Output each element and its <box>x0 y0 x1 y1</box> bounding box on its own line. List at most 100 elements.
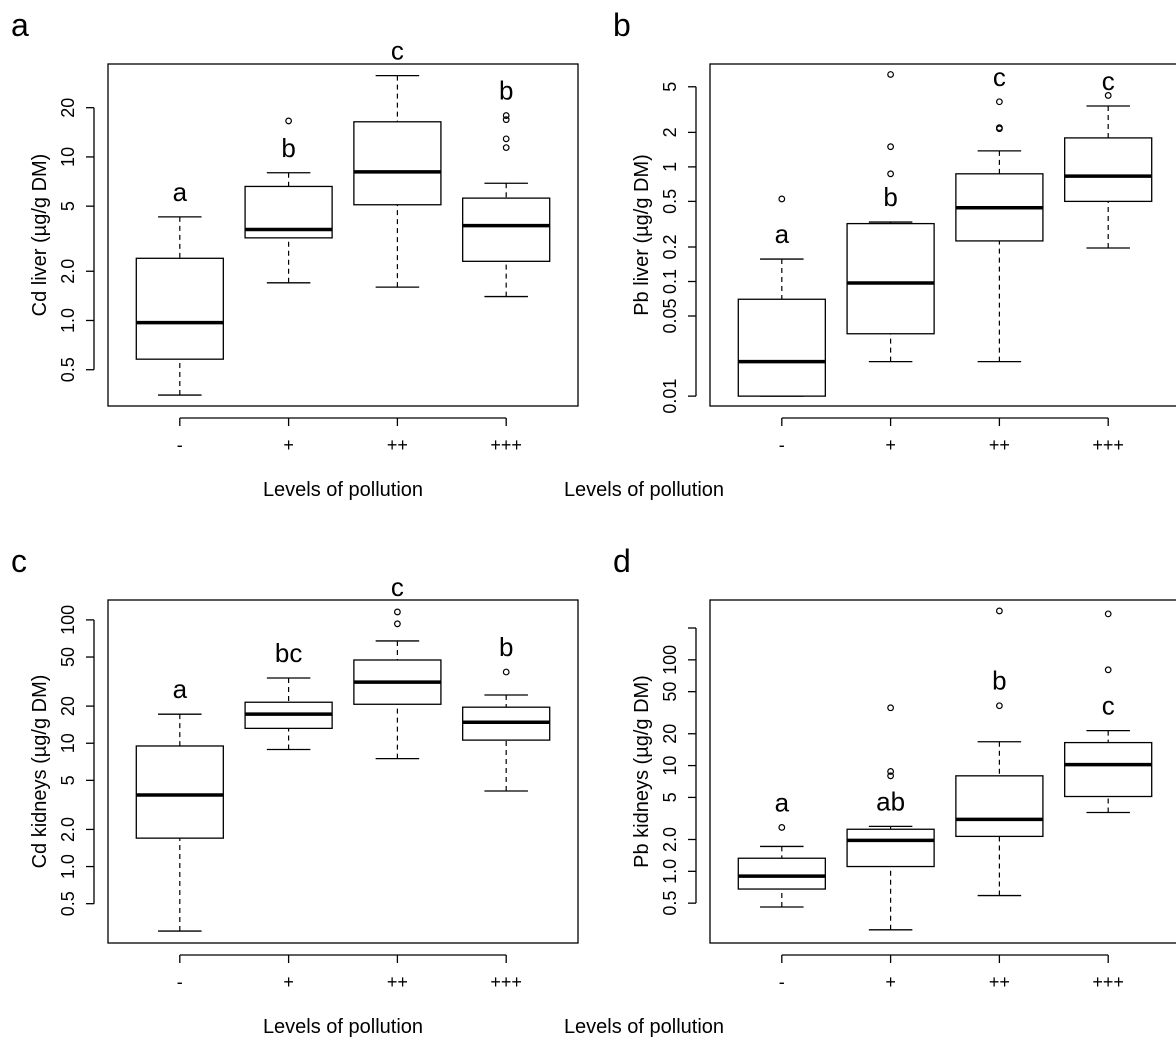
plot-frame <box>709 599 1176 944</box>
x-tick-label: - <box>177 435 183 455</box>
y-tick-label: 0.5 <box>660 189 680 214</box>
x-tick-label: ++ <box>387 435 408 455</box>
y-axis-label: Pb liver (µg/g DM) <box>631 154 653 316</box>
box <box>846 828 935 868</box>
significance-letter: a <box>775 787 790 817</box>
panel-label: d <box>613 543 631 579</box>
x-tick-label: +++ <box>490 972 522 992</box>
outlier <box>502 668 510 676</box>
y-tick-label: 0.1 <box>660 269 680 294</box>
outlier <box>502 144 510 152</box>
x-tick-label: ++ <box>989 972 1010 992</box>
y-axis-label: Pb kidneys (µg/g DM) <box>631 675 653 868</box>
outlier <box>887 71 895 78</box>
x-tick-label: - <box>779 972 785 992</box>
y-tick-label: 20 <box>58 98 78 118</box>
y-tick-label: 0.05 <box>660 298 680 333</box>
x-tick-label: +++ <box>490 435 522 455</box>
box <box>737 298 826 397</box>
y-tick-label: 50 <box>660 682 680 702</box>
outlier <box>887 704 895 712</box>
y-tick-label: 2 <box>660 127 680 137</box>
y-tick-label: 1 <box>660 162 680 172</box>
y-axis-label: Cd liver (µg/g DM) <box>29 154 51 317</box>
outlier <box>887 772 895 780</box>
significance-letter: c <box>1102 66 1115 96</box>
plot-frame <box>107 599 579 944</box>
y-tick-label: 100 <box>58 605 78 635</box>
y-tick-label: 5 <box>58 775 78 785</box>
x-tick-label: + <box>283 972 294 992</box>
y-tick-label: 100 <box>660 645 680 675</box>
y-tick-label: 1.0 <box>58 308 78 333</box>
box <box>353 121 442 206</box>
outlier <box>887 143 895 151</box>
outlier <box>1104 610 1112 618</box>
y-axis-label: Cd kidneys (µg/g DM) <box>29 675 51 869</box>
box <box>1064 741 1153 798</box>
outlier <box>1104 92 1112 99</box>
significance-letter: b <box>499 76 513 106</box>
significance-letter: c <box>1102 691 1115 721</box>
outlier <box>393 620 401 628</box>
significance-letter: b <box>499 632 513 662</box>
x-axis-label: Levels of pollution <box>263 479 423 501</box>
significance-letter: c <box>391 572 404 602</box>
box <box>135 745 224 839</box>
x-tick-label: - <box>779 435 785 455</box>
box <box>737 857 826 890</box>
x-tick-label: ++ <box>387 972 408 992</box>
x-tick-label: - <box>177 972 183 992</box>
x-axis-label: Levels of pollution <box>564 479 724 501</box>
y-tick-label: 50 <box>58 647 78 667</box>
outlier <box>995 98 1003 106</box>
x-tick-label: + <box>283 435 294 455</box>
outlier <box>995 702 1003 710</box>
box <box>462 197 551 262</box>
outlier <box>502 112 510 119</box>
panel-label: c <box>11 543 27 579</box>
x-tick-label: + <box>885 435 896 455</box>
y-tick-label: 0.5 <box>660 891 680 916</box>
y-tick-label: 10 <box>58 733 78 753</box>
significance-letter: a <box>173 177 188 207</box>
y-tick-label: 5 <box>58 201 78 211</box>
y-tick-label: 20 <box>58 696 78 716</box>
outlier <box>887 768 895 775</box>
panel-label: b <box>613 7 631 43</box>
significance-letter: c <box>391 36 404 66</box>
significance-letter: b <box>883 182 897 212</box>
x-axis-label: Levels of pollution <box>564 1016 724 1038</box>
outlier <box>285 117 293 125</box>
outlier <box>887 170 895 178</box>
outlier <box>393 608 401 616</box>
significance-letter: a <box>173 674 188 704</box>
y-tick-label: 1.0 <box>660 859 680 884</box>
box <box>135 257 224 360</box>
y-tick-label: 0.01 <box>660 379 680 414</box>
significance-letter: b <box>281 133 295 163</box>
panel-label: a <box>11 7 29 43</box>
x-tick-label: ++ <box>989 435 1010 455</box>
box <box>955 775 1044 838</box>
x-tick-label: + <box>885 972 896 992</box>
outlier <box>995 125 1003 133</box>
y-tick-label: 1.0 <box>58 854 78 879</box>
y-tick-label: 10 <box>58 147 78 167</box>
x-tick-label: +++ <box>1092 435 1124 455</box>
y-tick-label: 20 <box>660 724 680 744</box>
significance-letter: bc <box>275 638 302 668</box>
outlier <box>502 116 510 124</box>
box <box>846 222 935 335</box>
y-tick-label: 5 <box>660 82 680 92</box>
outlier <box>778 824 786 831</box>
outlier <box>995 607 1003 615</box>
outlier <box>778 195 786 203</box>
y-tick-label: 2.0 <box>58 259 78 284</box>
y-tick-label: 5 <box>660 792 680 802</box>
y-tick-label: 0.5 <box>58 891 78 916</box>
x-tick-label: +++ <box>1092 972 1124 992</box>
box <box>1064 137 1153 203</box>
